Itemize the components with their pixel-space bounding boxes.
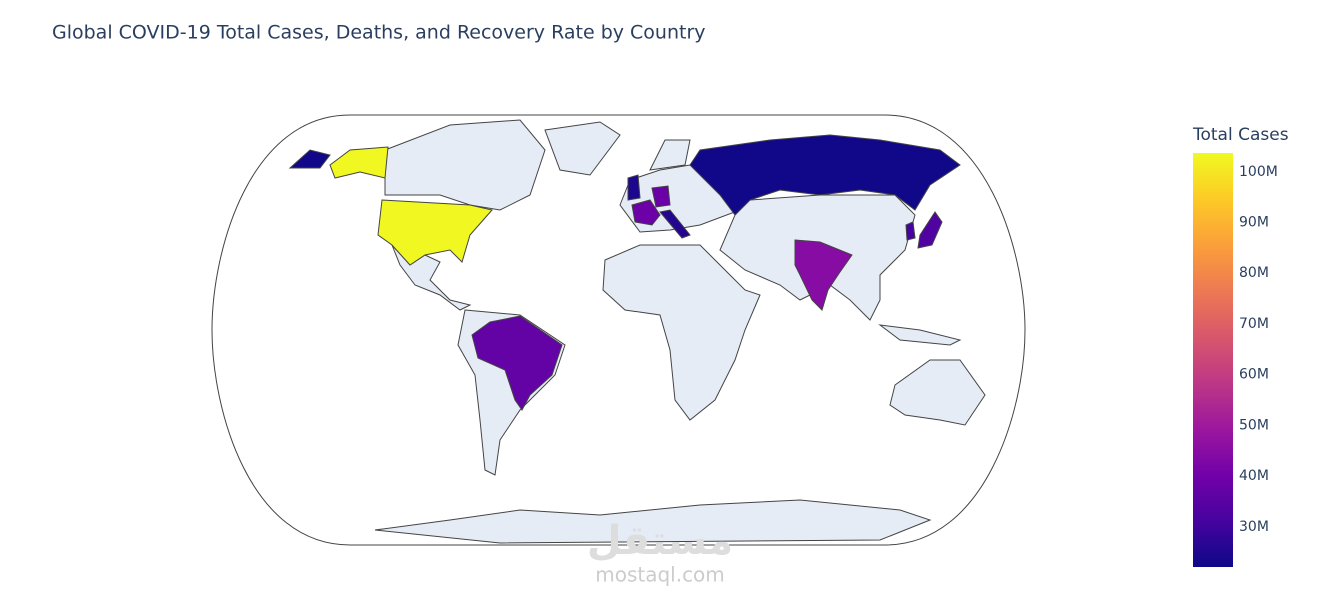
country bbox=[631, 199, 661, 226]
colorbar-title: Total Cases bbox=[1192, 125, 1289, 145]
colorbar-tick-label: 70M bbox=[1239, 316, 1269, 332]
colorbar-tick-label: 40M bbox=[1239, 468, 1269, 484]
country bbox=[794, 239, 853, 311]
country bbox=[377, 199, 493, 266]
country bbox=[689, 134, 961, 216]
land bbox=[384, 119, 546, 211]
country bbox=[288, 149, 331, 169]
colorbar-tick-label: 90M bbox=[1239, 215, 1269, 231]
colorbar-tick-label: 50M bbox=[1239, 417, 1269, 433]
watermark-text: mostaql.com bbox=[595, 563, 725, 587]
country bbox=[471, 315, 563, 411]
country bbox=[659, 209, 691, 239]
watermark-logo: مستقل bbox=[587, 518, 733, 564]
country bbox=[627, 174, 641, 201]
colorbar-tick-label: 60M bbox=[1239, 367, 1269, 383]
land bbox=[602, 244, 761, 421]
colorbar-gradient bbox=[1193, 153, 1233, 567]
country bbox=[917, 211, 943, 249]
land bbox=[889, 359, 986, 426]
land bbox=[878, 324, 962, 346]
chart-title: Global COVID-19 Total Cases, Deaths, and… bbox=[52, 22, 706, 44]
colorbar-tick-label: 30M bbox=[1239, 519, 1269, 535]
country bbox=[651, 185, 671, 208]
colorbar: 30M 40M 50M 60M 70M 80M 90M 100M bbox=[1193, 153, 1278, 567]
colorbar-tick-label: 80M bbox=[1239, 265, 1269, 281]
land bbox=[649, 139, 691, 171]
land bbox=[374, 499, 932, 544]
land bbox=[544, 121, 621, 176]
country-layer bbox=[288, 134, 961, 411]
country bbox=[905, 221, 916, 241]
country bbox=[329, 146, 389, 179]
colorbar-tick-label: 100M bbox=[1239, 164, 1278, 180]
